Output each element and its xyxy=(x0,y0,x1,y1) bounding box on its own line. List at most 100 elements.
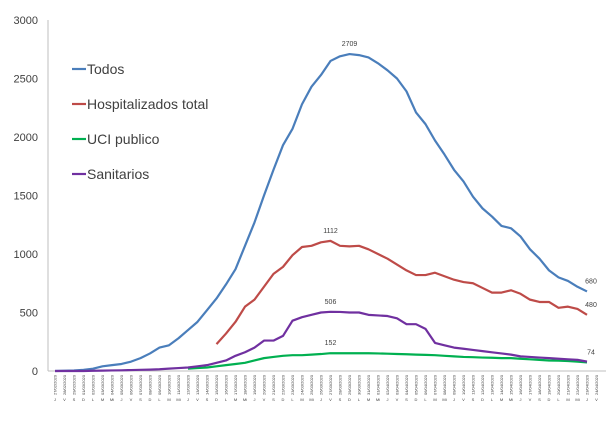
weekday-label: M xyxy=(500,397,503,402)
weekday-label: D xyxy=(215,397,218,402)
x-tick-label: 11/04/2020 xyxy=(471,374,476,394)
data-label: 74 xyxy=(587,349,595,356)
x-tick-label: 20/03/2020 xyxy=(262,374,267,395)
weekday-label: J xyxy=(520,397,522,402)
weekday-label: Mi xyxy=(176,397,180,402)
x-tick-label: 03/03/2020 xyxy=(100,374,105,395)
weekday-label: Mi xyxy=(309,397,313,402)
x-tick-label: 07/03/2020 xyxy=(138,374,143,395)
x-tick-label: 28/02/2020 xyxy=(62,374,67,395)
weekday-label: L xyxy=(158,397,161,402)
x-tick-label: 21/03/2020 xyxy=(271,374,276,395)
weekday-label: S xyxy=(339,397,342,402)
weekday-label: Mi xyxy=(442,397,446,402)
y-tick-label: 0 xyxy=(32,366,38,378)
x-tick-label: 21/04/2020 xyxy=(566,374,571,395)
x-tick-label: 11/03/2020 xyxy=(176,374,181,394)
y-tick-label: 500 xyxy=(20,308,38,320)
x-tick-label: 31/03/2020 xyxy=(366,374,371,395)
weekday-label: M xyxy=(300,397,303,402)
x-tick-label: 09/04/2020 xyxy=(452,374,457,395)
weekday-label: S xyxy=(538,397,541,402)
weekday-label: L xyxy=(557,397,560,402)
x-tick-label: 15/03/2020 xyxy=(214,374,219,395)
x-tick-label: 02/03/2020 xyxy=(91,374,96,395)
y-tick-label: 2500 xyxy=(14,74,38,86)
weekday-label: M xyxy=(433,397,436,402)
weekday-label: V xyxy=(529,397,532,402)
x-tick-label: 06/03/2020 xyxy=(129,374,134,395)
x-tick-label: 08/04/2020 xyxy=(442,374,447,395)
weekday-label: D xyxy=(348,397,351,402)
weekday-label: D xyxy=(481,397,484,402)
x-tick-label: 22/04/2020 xyxy=(575,374,580,395)
weekday-label: Mi xyxy=(243,397,247,402)
x-tick-label: 17/04/2020 xyxy=(528,374,533,395)
x-tick-label: 13/04/2020 xyxy=(490,374,495,395)
weekday-label: L xyxy=(225,397,228,402)
data-label: 480 xyxy=(585,302,597,309)
x-tick-label: 19/04/2020 xyxy=(547,374,552,395)
weekday-label: S xyxy=(472,397,475,402)
weekday-label: Mi xyxy=(575,397,579,402)
x-tick-label: 12/04/2020 xyxy=(480,374,485,395)
legend-label: Hospitalizados total xyxy=(87,96,208,112)
x-tick-label: 25/03/2020 xyxy=(309,374,314,395)
weekday-label: S xyxy=(73,397,76,402)
weekday-label: J xyxy=(453,397,455,402)
y-tick-label: 3000 xyxy=(14,15,38,27)
weekday-label: D xyxy=(282,397,285,402)
x-tick-label: 22/03/2020 xyxy=(281,374,286,395)
data-label: 1112 xyxy=(323,228,338,235)
weekday-label: L xyxy=(291,397,294,402)
weekday-label: V xyxy=(396,397,399,402)
x-tick-label: 29/03/2020 xyxy=(347,374,352,395)
legend-label: UCI publico xyxy=(87,131,160,147)
x-tick-label: 16/03/2020 xyxy=(224,374,229,395)
x-tick-label: 01/03/2020 xyxy=(81,374,86,395)
weekday-label: D xyxy=(548,397,551,402)
x-tick-label: 28/03/2020 xyxy=(338,374,343,395)
x-tick-label: 15/04/2020 xyxy=(509,374,514,395)
weekday-label: S xyxy=(272,397,275,402)
x-tick-label: 07/04/2020 xyxy=(433,374,438,395)
weekday-label: L xyxy=(92,397,95,402)
x-tick-label: 18/04/2020 xyxy=(537,374,542,395)
x-tick-label: 10/04/2020 xyxy=(461,374,466,395)
weekday-label: J xyxy=(254,397,256,402)
series-line xyxy=(54,52,588,373)
x-tick-label: 05/03/2020 xyxy=(119,374,124,395)
weekday-label: M xyxy=(234,397,237,402)
weekday-label: D xyxy=(82,397,85,402)
data-label: 680 xyxy=(585,278,597,285)
y-tick-label: 1500 xyxy=(14,191,38,203)
weekday-label: Mi xyxy=(509,397,513,402)
x-tick-label: 12/03/2020 xyxy=(186,374,191,395)
weekday-label: V xyxy=(595,397,598,402)
legend-label: Sanitarios xyxy=(87,166,149,182)
x-tick-label: 18/03/2020 xyxy=(243,374,248,395)
x-tick-label: 04/04/2020 xyxy=(404,374,409,395)
legend-label: Todos xyxy=(87,61,124,77)
weekday-label: V xyxy=(130,397,133,402)
x-tick-label: 14/03/2020 xyxy=(205,374,210,395)
x-tick-label: 30/03/2020 xyxy=(357,374,362,395)
weekday-label: J xyxy=(387,397,389,402)
weekday-label: J xyxy=(187,397,189,402)
x-tick-label: 27/02/2020 xyxy=(53,374,58,395)
weekday-label: Mi xyxy=(110,397,114,402)
weekday-label: D xyxy=(415,397,418,402)
y-tick-label: 2000 xyxy=(14,132,38,144)
x-tick-label: 04/03/2020 xyxy=(110,374,115,395)
x-tick-label: 01/04/2020 xyxy=(376,374,381,395)
weekday-label: V xyxy=(196,397,199,402)
x-tick-label: 19/03/2020 xyxy=(252,374,257,395)
x-tick-label: 09/03/2020 xyxy=(157,374,162,395)
weekday-label: S xyxy=(139,397,142,402)
weekday-label: L xyxy=(358,397,361,402)
x-tick-label: 06/04/2020 xyxy=(423,374,428,395)
weekday-label: J xyxy=(320,397,322,402)
x-tick-label: 02/04/2020 xyxy=(385,374,390,395)
x-tick-label: 20/04/2020 xyxy=(556,374,561,395)
